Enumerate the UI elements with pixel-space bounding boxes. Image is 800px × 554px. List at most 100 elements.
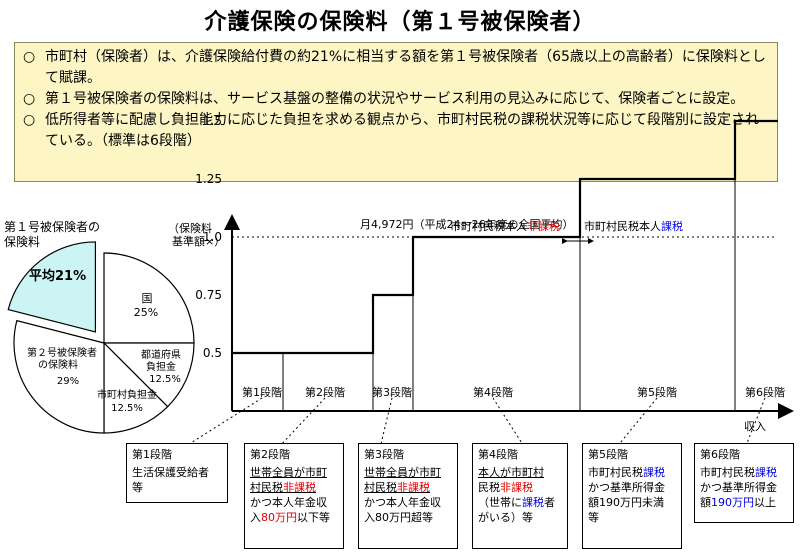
step-box-heading: 第4段階 [478, 448, 518, 461]
y-axis-label-line: 基準額×） [172, 235, 226, 248]
step-box-line: かつ本人年金収 [250, 496, 327, 509]
pie-label-prefecture-pct: 12.5% [149, 374, 181, 385]
step-box-heading: 第1段階 [132, 448, 172, 461]
pie-label-type2-pct: 29% [57, 376, 79, 387]
tax-label-right: 市町村民税本人課税 [584, 219, 683, 233]
leader-line [744, 397, 766, 449]
pie-slice [103, 252, 195, 344]
note-item: ○ 低所得者等に配慮し負担能力に応じた負担を求める観点から、市町村民税の課税状況… [23, 110, 769, 152]
page-title: 介護保険の保険料（第１号被保険者） [204, 10, 596, 35]
pie-label-type2: 第２号被保険者 [27, 346, 97, 359]
step-box-line: 本人が市町村 [478, 466, 544, 479]
step-label: 第6段階 [745, 385, 785, 399]
step-box-heading: 第2段階 [250, 448, 290, 461]
y-ticks: 0.5 0.75 1.0 1.25 1.5 [195, 114, 222, 360]
pie-label-municipal: 市町村負担金 [97, 388, 157, 401]
leader-line [277, 397, 326, 449]
step-box-highlight: 非課税 [500, 481, 533, 494]
leader-line [492, 397, 526, 449]
step-box-line: 額190万円未満 [588, 496, 664, 509]
step-box-line: 市町村民税課税 [700, 465, 788, 480]
step-box-highlight: 80万円 [261, 511, 297, 524]
note-text: 市町村（保険者）は、介護保険給付費の約21%に相当する額を第１号被保険者（65歳… [45, 49, 766, 86]
pie-label-national-pct: 25% [134, 306, 158, 319]
y-tick-label: 1.25 [195, 172, 222, 186]
step-label: 第3段階 [372, 385, 412, 399]
step-label: 第1段階 [242, 385, 282, 399]
step-box-line: 村民税非課税 [250, 480, 338, 495]
step-box-line: 世帯全員が市町 [364, 466, 441, 479]
step-box-line: 生活保護受給者 [132, 466, 209, 479]
pie-slice [7, 241, 97, 333]
pie-labels: 平均21% 国 25% 都道府県 負担金 12.5% 市町村負担金 12.5% … [27, 268, 181, 414]
tax-label-left-prefix: 市町村民税本人 [450, 219, 527, 233]
tax-label-right-colored: 課税 [661, 219, 683, 233]
pie-slice [13, 319, 105, 434]
step-box-highlight: 非課税 [397, 481, 430, 494]
step-box-heading: 第6段階 [700, 448, 740, 461]
step-box-6: 第6段階 市町村民税課税 かつ基準所得金 額190万円以上 [694, 443, 794, 523]
pie-label-prefecture: 都道府県 [141, 348, 181, 361]
step-box-line: 入80万円超等 [364, 511, 433, 524]
step-box-line: 村民税非課税 [364, 480, 452, 495]
y-tick-label: 1.0 [203, 230, 222, 244]
tax-label-left: 市町村民税本人非課税 [450, 219, 560, 233]
note-text: 低所得者等に配慮し負担能力に応じた負担を求める観点から、市町村民税の課税状況等に… [45, 112, 759, 149]
step-label: 第4段階 [473, 385, 513, 399]
step-box-text: 以下等 [297, 511, 330, 524]
x-axis-label: 収入 [744, 420, 766, 433]
tax-label-right-prefix: 市町村民税本人 [584, 219, 661, 233]
y-tick-label: 0.75 [195, 288, 222, 302]
step-box-text: 市町村民税 [700, 466, 755, 479]
step-box-text: 民税 [478, 481, 500, 494]
step-box-text: 額 [700, 496, 711, 509]
step-box-highlight: 非課税 [283, 481, 316, 494]
note-item: ○ 市町村（保険者）は、介護保険給付費の約21%に相当する額を第１号被保険者（6… [23, 47, 769, 89]
step-box-text: 村民税 [364, 481, 397, 494]
pie-title: 第１号被保険者の 保険料 [4, 220, 100, 250]
pie-slice [103, 341, 169, 434]
pie-title-line: 第１号被保険者の [4, 220, 101, 234]
step-box-line: 額190万円以上 [700, 495, 788, 510]
bullet-mark: ○ [23, 112, 36, 128]
note-item: ○ 第１号被保険者の保険料は、サービス基盤の整備の状況やサービス利用の見込みに応… [23, 89, 769, 110]
step-box-text: 村民税 [250, 481, 283, 494]
step-box-highlight: 課税 [522, 496, 544, 509]
step-box-highlight: 課税 [643, 466, 665, 479]
step-box-highlight: 課税 [755, 466, 777, 479]
step-label: 第2段階 [305, 385, 345, 399]
step-box-1: 第1段階 生活保護受給者 等 [126, 443, 228, 503]
y-tick-label: 1.5 [203, 114, 222, 128]
step-box-line: 市町村民税課税 [588, 465, 676, 480]
step-box-5: 第5段階 市町村民税課税 かつ基準所得金 額190万円未満 等 [582, 443, 682, 549]
step-box-4: 第4段階 本人が市町村 民税非課税 （世帯に課税者 がいる）等 [472, 443, 568, 549]
tax-label-left-colored: 非課税 [527, 219, 560, 233]
step-box-highlight: 190万円 [711, 496, 754, 509]
reference-label: 月4,972円（平成24～26年度の全国平均） [360, 217, 573, 231]
step-series: 第1段階 第2段階 第3段階 第4段階 第5段階 第6段階 [232, 119, 785, 411]
summary-notes: ○ 市町村（保険者）は、介護保険給付費の約21%に相当する額を第１号被保険者（6… [14, 42, 778, 182]
step-box-text: 入 [250, 511, 261, 524]
step-box-text: （世帯に [478, 496, 522, 509]
leader-lines [182, 397, 766, 449]
leader-line [182, 397, 263, 449]
step-box-line: 世帯全員が市町 [250, 466, 327, 479]
note-text: 第１号被保険者の保険料は、サービス基盤の整備の状況やサービス利用の見込みに応じて… [45, 91, 745, 107]
pie-label-average: 平均21% [29, 268, 86, 284]
leader-line [615, 397, 658, 449]
pie-title-line: 保険料 [4, 235, 41, 249]
step-label: 第5段階 [637, 385, 677, 399]
step-box-text: 以上 [754, 496, 776, 509]
bullet-mark: ○ [23, 49, 36, 65]
step-box-line: （世帯に課税者 [478, 495, 562, 510]
step-box-heading: 第5段階 [588, 448, 628, 461]
step-box-line: 等 [588, 511, 599, 524]
pie-label-type2-2: の保険料 [38, 358, 78, 371]
bullet-mark: ○ [23, 91, 36, 107]
y-axis-label: （保険料 基準額×） [168, 222, 225, 248]
pie-label-prefecture-2: 負担金 [146, 360, 176, 373]
pie-chart [7, 241, 195, 434]
step-box-line: がいる）等 [478, 511, 533, 524]
step-box-line: かつ基準所得金 [700, 481, 777, 494]
